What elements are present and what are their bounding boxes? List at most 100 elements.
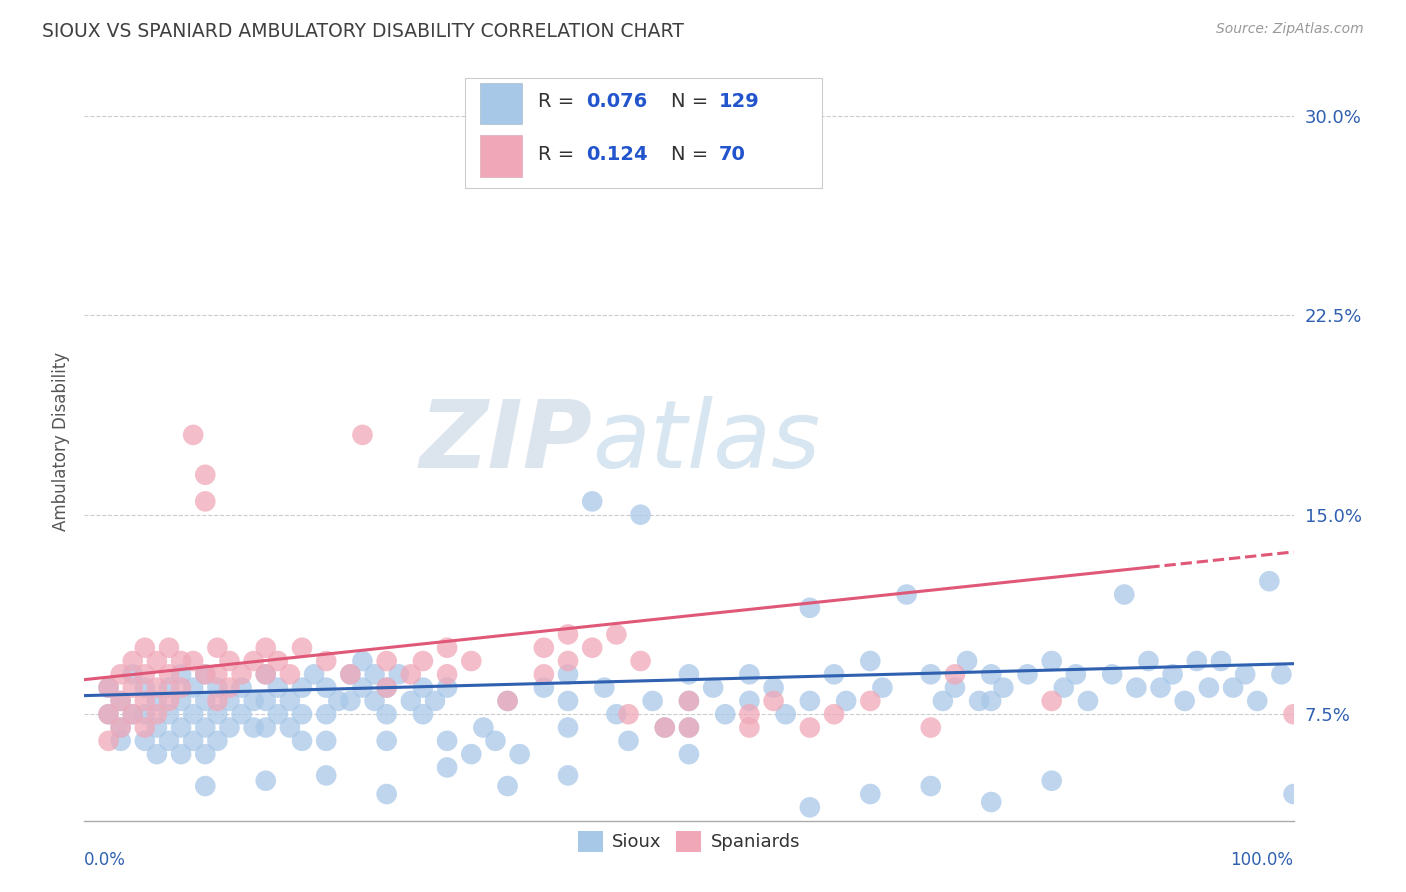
Point xyxy=(1017,667,1039,681)
Text: 100.0%: 100.0% xyxy=(1230,851,1294,869)
Point xyxy=(1077,694,1099,708)
Point xyxy=(1282,707,1305,722)
Point xyxy=(157,640,180,655)
Point xyxy=(254,667,277,681)
Point xyxy=(872,681,894,695)
Point xyxy=(799,600,821,615)
Point xyxy=(859,654,882,668)
Text: 0.0%: 0.0% xyxy=(84,851,127,869)
Point xyxy=(194,494,217,508)
Point xyxy=(835,694,858,708)
Point xyxy=(352,428,374,442)
Point xyxy=(943,667,966,681)
Point xyxy=(278,694,301,708)
Point xyxy=(859,787,882,801)
Point xyxy=(207,694,229,708)
Text: N =: N = xyxy=(671,145,714,164)
Point xyxy=(181,428,204,442)
Point xyxy=(254,667,277,681)
Point xyxy=(134,734,156,748)
FancyBboxPatch shape xyxy=(479,83,522,124)
Point xyxy=(134,694,156,708)
Point xyxy=(1125,681,1147,695)
Point xyxy=(291,734,314,748)
Point xyxy=(496,694,519,708)
Point xyxy=(267,681,290,695)
Point xyxy=(315,654,337,668)
Point xyxy=(363,667,385,681)
Point xyxy=(146,721,169,735)
Point xyxy=(896,587,918,601)
Point xyxy=(194,667,217,681)
Point xyxy=(315,768,337,782)
Point xyxy=(557,768,579,782)
Point xyxy=(157,694,180,708)
Point xyxy=(641,694,664,708)
Point xyxy=(678,721,700,735)
Point xyxy=(315,707,337,722)
Point xyxy=(315,681,337,695)
Point xyxy=(943,681,966,695)
Point xyxy=(121,707,143,722)
Point xyxy=(194,721,217,735)
Point xyxy=(1114,587,1136,601)
Point xyxy=(352,654,374,668)
Point xyxy=(207,640,229,655)
Point xyxy=(412,654,434,668)
Point xyxy=(254,640,277,655)
Point xyxy=(920,779,942,793)
Point xyxy=(1161,667,1184,681)
Text: 129: 129 xyxy=(720,92,759,111)
Point xyxy=(980,795,1002,809)
Point xyxy=(231,681,253,695)
Point xyxy=(110,721,132,735)
Point xyxy=(194,694,217,708)
Point xyxy=(181,654,204,668)
Point xyxy=(242,654,264,668)
Point xyxy=(315,734,337,748)
Point xyxy=(207,681,229,695)
Point xyxy=(678,694,700,708)
Point xyxy=(980,694,1002,708)
Point xyxy=(1149,681,1171,695)
Point xyxy=(605,707,627,722)
Point xyxy=(267,707,290,722)
Point xyxy=(932,694,955,708)
Point xyxy=(328,694,350,708)
Point xyxy=(533,681,555,695)
Point xyxy=(1064,667,1087,681)
Point xyxy=(97,707,120,722)
Point xyxy=(339,694,361,708)
Point xyxy=(97,734,120,748)
Point xyxy=(678,694,700,708)
Point xyxy=(170,681,193,695)
Point xyxy=(375,707,398,722)
Point xyxy=(762,681,785,695)
Point xyxy=(231,667,253,681)
Point xyxy=(170,694,193,708)
Text: R =: R = xyxy=(538,92,581,111)
Point xyxy=(194,467,217,482)
Point xyxy=(714,148,737,162)
Point xyxy=(557,654,579,668)
Point xyxy=(581,640,603,655)
Point xyxy=(110,734,132,748)
Point xyxy=(110,694,132,708)
Point xyxy=(617,707,640,722)
Point xyxy=(1234,667,1257,681)
Point xyxy=(557,694,579,708)
Point xyxy=(134,681,156,695)
Point xyxy=(1101,667,1123,681)
Point xyxy=(291,640,314,655)
Point xyxy=(157,681,180,695)
Point xyxy=(436,640,458,655)
Point xyxy=(1040,654,1063,668)
Point xyxy=(375,787,398,801)
Text: Source: ZipAtlas.com: Source: ZipAtlas.com xyxy=(1216,22,1364,37)
Point xyxy=(1198,681,1220,695)
Point xyxy=(278,721,301,735)
Point xyxy=(412,681,434,695)
Point xyxy=(593,681,616,695)
Point xyxy=(352,681,374,695)
Point xyxy=(920,721,942,735)
